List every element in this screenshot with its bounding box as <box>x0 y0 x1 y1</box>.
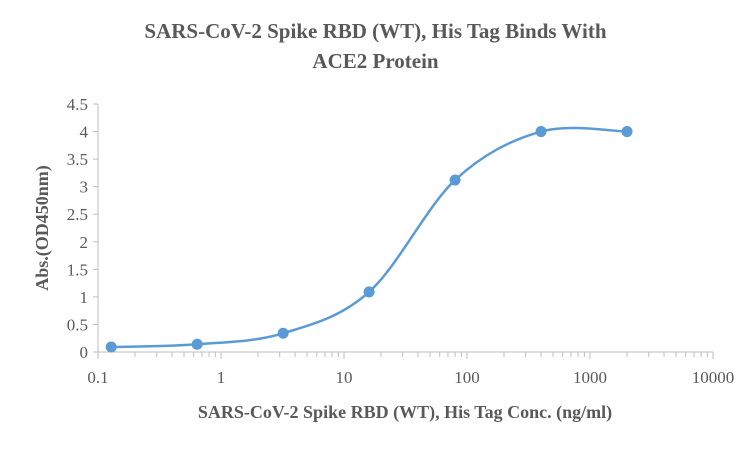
y-tick-label: 1.5 <box>67 260 88 279</box>
fit-curve <box>111 126 628 349</box>
x-tick-label: 1000 <box>573 368 607 387</box>
x-axis-label: SARS-CoV-2 Spike RBD (WT), His Tag Conc.… <box>198 402 612 423</box>
data-point <box>535 126 547 138</box>
x-tick-label: 10000 <box>692 368 735 387</box>
y-tick-label: 0.5 <box>67 315 88 334</box>
data-point <box>277 327 289 339</box>
y-tick-label: 1 <box>80 288 89 307</box>
x-tick-label: 10 <box>336 368 353 387</box>
x-tick-label: 100 <box>454 368 480 387</box>
y-tick-label: 3 <box>80 178 89 197</box>
x-tick-label: 1 <box>217 368 226 387</box>
y-tick-label: 2 <box>80 233 89 252</box>
y-tick-label: 3.5 <box>67 150 88 169</box>
chart-title-line2: ACE2 Protein <box>312 49 439 73</box>
y-axis-label: Abs.(OD450nm) <box>32 165 53 291</box>
x-tick-label: 0.1 <box>87 368 108 387</box>
data-point <box>191 338 203 350</box>
y-tick-label: 0 <box>80 343 89 362</box>
y-tick-label: 2.5 <box>67 205 88 224</box>
data-point <box>363 286 375 298</box>
y-tick-label: 4.5 <box>67 95 88 114</box>
data-point <box>621 126 633 138</box>
data-point <box>449 174 461 186</box>
data-point <box>105 341 117 353</box>
chart-title-line1: SARS-CoV-2 Spike RBD (WT), His Tag Binds… <box>144 19 607 43</box>
y-tick-label: 4 <box>80 123 89 142</box>
